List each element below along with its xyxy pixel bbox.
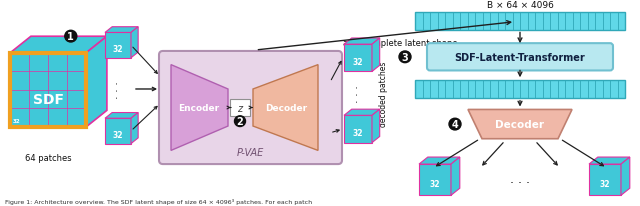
Text: 32: 32 [113, 44, 124, 54]
Circle shape [65, 31, 77, 43]
Text: 32: 32 [13, 118, 20, 124]
Text: SDF: SDF [33, 93, 63, 107]
Polygon shape [468, 110, 572, 139]
Polygon shape [419, 164, 451, 195]
Text: 3: 3 [402, 53, 408, 62]
Text: z: z [237, 103, 243, 113]
Circle shape [234, 116, 246, 127]
Polygon shape [253, 65, 318, 151]
Text: 32: 32 [113, 130, 124, 139]
Polygon shape [589, 164, 621, 195]
Polygon shape [344, 116, 372, 143]
Text: Decoder: Decoder [495, 119, 545, 129]
FancyBboxPatch shape [415, 13, 625, 30]
FancyBboxPatch shape [415, 81, 625, 98]
Text: 1: 1 [67, 32, 74, 42]
Polygon shape [10, 37, 107, 54]
Text: P-VAE: P-VAE [237, 148, 264, 158]
FancyBboxPatch shape [427, 44, 613, 71]
Polygon shape [344, 45, 372, 72]
Polygon shape [105, 33, 131, 59]
Polygon shape [105, 113, 138, 119]
Text: 2: 2 [237, 117, 243, 126]
FancyBboxPatch shape [230, 99, 250, 117]
Circle shape [449, 119, 461, 130]
FancyBboxPatch shape [159, 52, 342, 164]
Polygon shape [344, 110, 380, 116]
Text: decoded patches: decoded patches [380, 61, 388, 126]
Polygon shape [10, 54, 86, 127]
Polygon shape [372, 110, 380, 143]
Polygon shape [86, 37, 107, 127]
Polygon shape [451, 157, 460, 195]
Text: Figure 1: Architecture overview. The SDF latent shape of size 64 × 4096³ patches: Figure 1: Architecture overview. The SDF… [5, 198, 312, 204]
Polygon shape [171, 65, 228, 151]
Text: · · ·: · · · [113, 81, 123, 98]
Polygon shape [621, 157, 630, 195]
Text: Decoder: Decoder [265, 103, 307, 112]
Text: · · ·: · · · [510, 176, 530, 189]
Polygon shape [419, 157, 460, 164]
Text: SDF-Latent-Transformer: SDF-Latent-Transformer [454, 53, 586, 62]
Text: 64 patches: 64 patches [25, 154, 71, 163]
Polygon shape [344, 39, 380, 45]
Text: 32: 32 [600, 179, 611, 188]
Text: 32: 32 [353, 57, 364, 66]
Circle shape [399, 52, 411, 63]
Text: · · ·: · · · [353, 84, 363, 102]
Text: as incomplete latent shape: as incomplete latent shape [343, 39, 458, 47]
Polygon shape [105, 28, 138, 33]
Text: 32: 32 [429, 179, 440, 188]
Polygon shape [589, 157, 630, 164]
Text: 32: 32 [353, 128, 364, 137]
Text: 4: 4 [452, 119, 458, 129]
Text: Encoder: Encoder [179, 103, 220, 112]
Polygon shape [105, 119, 131, 144]
Text: B × 64 × 4096: B × 64 × 4096 [486, 1, 554, 10]
Polygon shape [131, 28, 138, 59]
Polygon shape [372, 39, 380, 72]
Polygon shape [131, 113, 138, 144]
